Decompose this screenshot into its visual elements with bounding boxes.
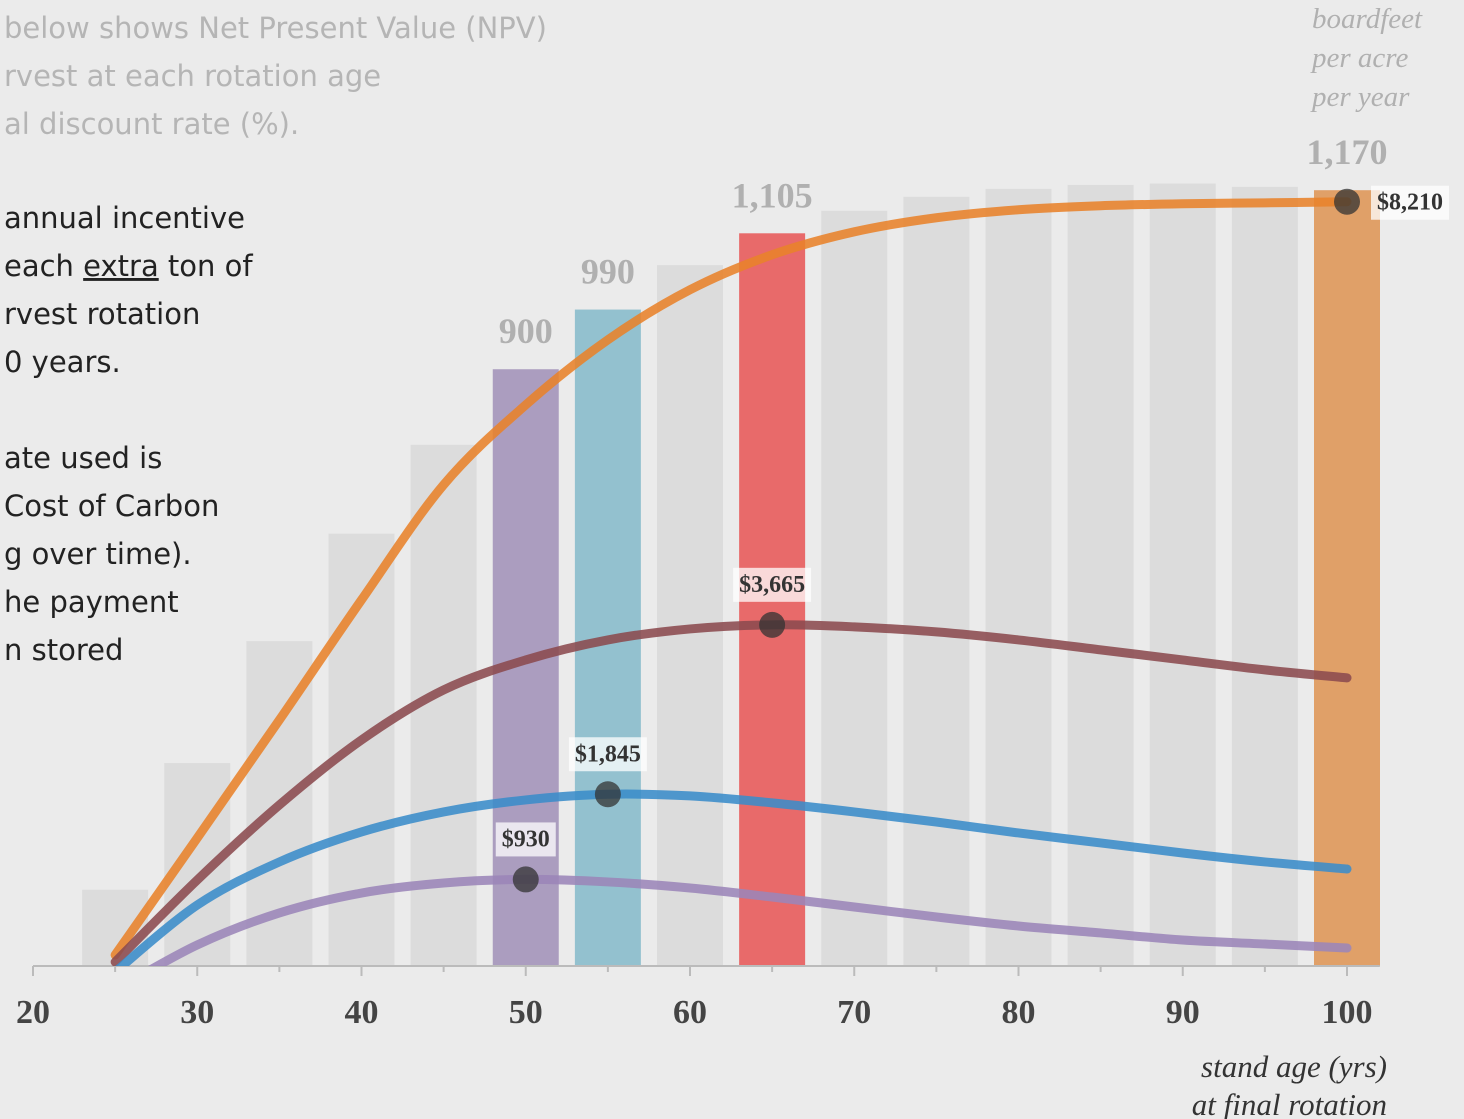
bar bbox=[821, 210, 888, 967]
note-text: rvest rotation bbox=[4, 297, 200, 331]
peak-dot bbox=[512, 866, 539, 893]
note-segment: annual incentive bbox=[4, 201, 245, 235]
label-background bbox=[1371, 185, 1449, 220]
peak-dot bbox=[1334, 188, 1360, 215]
npv-curve bbox=[110, 620, 1352, 966]
intro-text: rvest at each rotation age bbox=[4, 59, 381, 93]
intro-text: below shows Net Present Value (NPV) bbox=[4, 11, 547, 45]
note-segment: g over time). bbox=[4, 537, 192, 571]
bar bbox=[1149, 183, 1216, 967]
label-background bbox=[733, 567, 812, 602]
note-text: he payment bbox=[4, 585, 179, 619]
x-tick-label: 70 bbox=[837, 994, 871, 1031]
x-tick-label: 100 bbox=[1322, 994, 1373, 1031]
note-segment: ton of bbox=[159, 249, 254, 283]
y-axis-label: boardfeet bbox=[1312, 3, 1423, 35]
bar bbox=[903, 196, 970, 967]
bar bbox=[657, 265, 723, 966]
value-label: $1,845 bbox=[575, 741, 641, 767]
x-tick-label: 50 bbox=[509, 994, 543, 1031]
x-tick-label: 80 bbox=[1002, 994, 1036, 1031]
note-text: 0 years. bbox=[4, 345, 121, 379]
x-tick-label: 40 bbox=[345, 994, 379, 1031]
note-text: Cost of Carbon bbox=[4, 489, 219, 523]
x-tick-label: 60 bbox=[673, 994, 707, 1031]
y-axis-label: per year bbox=[1310, 81, 1410, 113]
label-background bbox=[495, 822, 556, 857]
y-axis-label: per acre bbox=[1310, 42, 1408, 74]
npv-curve bbox=[148, 874, 1352, 966]
note-text: ate used is bbox=[4, 441, 162, 475]
note-segment: he payment bbox=[4, 585, 179, 619]
note-text: n stored bbox=[4, 633, 123, 667]
value-label: $3,665 bbox=[739, 572, 805, 598]
bar bbox=[985, 188, 1052, 966]
peak-dot bbox=[759, 611, 786, 638]
note-text: annual incentive bbox=[4, 201, 245, 235]
note-segment: n stored bbox=[4, 633, 123, 667]
note-segment: extra bbox=[83, 249, 159, 283]
bar-label: 1,105 bbox=[732, 175, 813, 215]
x-tick-label: 90 bbox=[1166, 994, 1200, 1031]
x-axis-label: at final rotation bbox=[1192, 1087, 1387, 1119]
x-axis-label: stand age (yrs) bbox=[1201, 1049, 1387, 1084]
value-label: $930 bbox=[502, 826, 550, 852]
note-segment: ate used is bbox=[4, 441, 162, 475]
note-segment: Cost of Carbon bbox=[4, 489, 219, 523]
curves bbox=[110, 197, 1352, 966]
note-text: g over time). bbox=[4, 537, 192, 571]
note-segment: 0 years. bbox=[4, 345, 121, 379]
label-background bbox=[568, 737, 647, 772]
bar bbox=[1231, 186, 1298, 966]
npv-curve bbox=[115, 789, 1352, 966]
value-label: $8,210 bbox=[1377, 190, 1443, 216]
npv-curve bbox=[110, 197, 1352, 960]
x-tick-label: 30 bbox=[180, 994, 214, 1031]
x-tick-label: 20 bbox=[16, 994, 50, 1031]
bar-label: 1,170 bbox=[1307, 132, 1388, 172]
peak-dot bbox=[594, 781, 621, 808]
intro-text: al discount rate (%). bbox=[4, 107, 299, 141]
note-text: each extra ton of bbox=[4, 249, 253, 283]
bar bbox=[1314, 190, 1380, 966]
note-segment: rvest rotation bbox=[4, 297, 200, 331]
bar-label: 900 bbox=[499, 311, 553, 351]
note-segment: each bbox=[4, 249, 83, 283]
bar-label: 990 bbox=[581, 252, 635, 292]
